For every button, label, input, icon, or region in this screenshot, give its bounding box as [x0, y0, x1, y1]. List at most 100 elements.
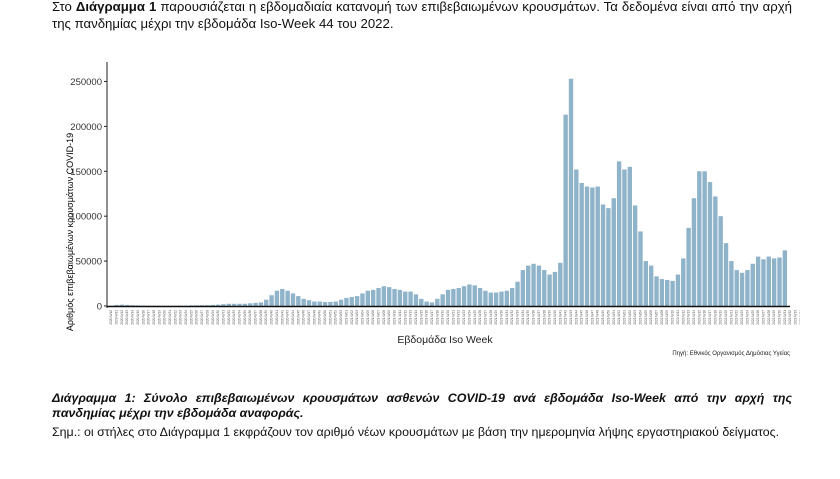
bar-2022-W25 [750, 263, 755, 306]
bar-2021-W37 [536, 265, 542, 306]
x-tick-label: 2022-W14 [692, 310, 696, 325]
bar-2021-W49 [600, 204, 606, 306]
bar-2022-W06 [648, 265, 654, 306]
bar-2021-W40 [552, 271, 558, 306]
bar-2022-W12 [681, 258, 686, 306]
x-tick-label: 2021-W48 [596, 310, 600, 325]
x-tick-label: 2020-W49 [318, 310, 322, 325]
x-tick-label: 2022-W04 [638, 310, 642, 325]
bar-2022-W23 [739, 272, 745, 306]
bar-2020-W42 [280, 288, 285, 306]
x-tick-label: 2020-W23 [179, 310, 183, 325]
figure-caption: Διάγραμμα 1: Σύνολο επιβεβαιωμένων κρουσ… [52, 391, 792, 420]
bar-2022-W08 [659, 279, 665, 306]
bar-2022-W30 [777, 257, 782, 306]
x-tick-label: 2021-W45 [580, 310, 584, 325]
x-tick-label: 2020-W41 [275, 310, 279, 325]
bar-2021-W08 [381, 286, 387, 306]
bar-2022-W20 [723, 243, 729, 306]
x-tick-label: 2022-W31 [783, 310, 787, 325]
x-tick-label: 2021-W25 [473, 310, 477, 325]
bar-2021-W04 [360, 293, 365, 306]
figure-note: Σημ.: οι στήλες στο Διάγραμμα 1 εκφράζου… [52, 425, 780, 439]
bar-2020-W27 [199, 305, 205, 306]
bar-2022-W18 [713, 196, 718, 306]
bar-2021-W11 [397, 289, 403, 306]
x-tick-label: 2021-W21 [451, 310, 455, 325]
bar-2020-W15 [135, 305, 141, 306]
x-tick-label: 2022-W28 [767, 310, 771, 325]
x-tick-label: 2020-W11 [115, 310, 119, 325]
x-tick-label: 2022-W03 [633, 310, 637, 325]
bar-2020-W50 [322, 301, 328, 306]
x-tick-label: 2020-W38 [259, 310, 263, 325]
x-tick-label: 2021-W02 [350, 310, 354, 325]
bar-2022-W01 [622, 169, 627, 306]
x-tick-label: 2022-W18 [713, 310, 717, 325]
bar-2020-W37 [253, 302, 258, 306]
x-tick-label: 2021-W13 [409, 310, 413, 325]
bar-2021-W12 [403, 291, 408, 306]
x-tick-label: 2020-W19 [157, 310, 161, 325]
bar-2021-W33 [515, 281, 520, 306]
x-tick-label: 2021-W03 [355, 310, 359, 325]
x-tick-label: 2022-W33 [794, 310, 798, 325]
y-tick-label: 250000 [70, 77, 102, 88]
bar-2020-W47 [306, 300, 312, 306]
x-tick-label: 2020-W53 [339, 310, 343, 325]
x-tick-label: 2020-W15 [136, 310, 140, 325]
bar-2020-W48 [312, 301, 317, 306]
x-tick-label: 2021-W22 [457, 310, 461, 325]
bar-2021-W22 [456, 288, 461, 306]
x-tick-label: 2020-W36 [248, 310, 252, 325]
x-tick-label: 2020-W29 [211, 310, 215, 325]
x-tick-label: 2021-W49 [601, 310, 605, 325]
x-tick-label: 2020-W30 [216, 310, 220, 325]
x-tick-label: 2021-W40 [553, 310, 557, 325]
x-tick-label: 2020-W16 [141, 310, 145, 325]
bar-2022-W16 [702, 171, 707, 306]
x-tick-label: 2021-W16 [425, 310, 429, 325]
bar-2020-W28 [205, 305, 210, 306]
x-tick-label: 2022-W10 [671, 310, 675, 325]
x-tick-label: 2020-W45 [296, 310, 300, 325]
x-tick-label: 2020-W43 [286, 310, 290, 325]
bar-2020-W52 [333, 301, 338, 306]
x-tick-label: 2021-W07 [377, 310, 381, 325]
bar-2022-W21 [729, 261, 734, 306]
x-tick-label: 2022-W12 [681, 310, 685, 325]
x-tick-label: 2022-W27 [761, 310, 765, 325]
x-tick-label: 2021-W38 [542, 310, 546, 325]
x-tick-label: 2022-W16 [703, 310, 707, 325]
bar-2021-W38 [542, 270, 547, 306]
bar-2020-W53 [338, 299, 344, 306]
bar-2021-W34 [520, 270, 526, 306]
x-tick-label: 2020-W20 [163, 310, 167, 325]
x-tick-label: 2022-W01 [622, 310, 626, 325]
bar-2020-W26 [194, 305, 199, 306]
x-axis-label: Εβδομάδα Iso Week [397, 334, 493, 346]
bar-2022-W29 [771, 258, 777, 306]
x-tick-label: 2022-W15 [697, 310, 701, 325]
x-tick-label: 2020-W34 [238, 310, 242, 325]
y-tick-label: 200000 [70, 122, 102, 133]
x-tick-label: 2020-W17 [147, 310, 151, 325]
x-tick-label: 2022-W20 [724, 310, 728, 325]
x-tick-label: 2021-W09 [387, 310, 391, 325]
x-tick-label: 2021-W39 [548, 310, 552, 325]
x-tick-label: 2021-W17 [430, 310, 434, 325]
x-tick-label: 2022-W32 [788, 310, 792, 325]
bar-2021-W43 [568, 78, 574, 306]
bar-2022-W31 [782, 250, 788, 306]
x-axis: 2020-W10 2020-W11 2020-W12 2020-W13 2020-W14… [107, 305, 800, 325]
bar-2021-W17 [429, 302, 435, 306]
bar-2021-W36 [531, 263, 536, 306]
x-tick-label: 2022-W19 [719, 310, 723, 325]
bar-2021-W25 [472, 285, 477, 306]
x-tick-label: 2021-W46 [585, 310, 589, 325]
x-tick-label: 2021-W12 [403, 310, 407, 325]
bar-2022-W24 [745, 270, 750, 306]
bar-2020-W43 [285, 290, 290, 306]
bar-2021-W02 [349, 297, 354, 306]
x-tick-label: 2022-W02 [628, 310, 632, 325]
